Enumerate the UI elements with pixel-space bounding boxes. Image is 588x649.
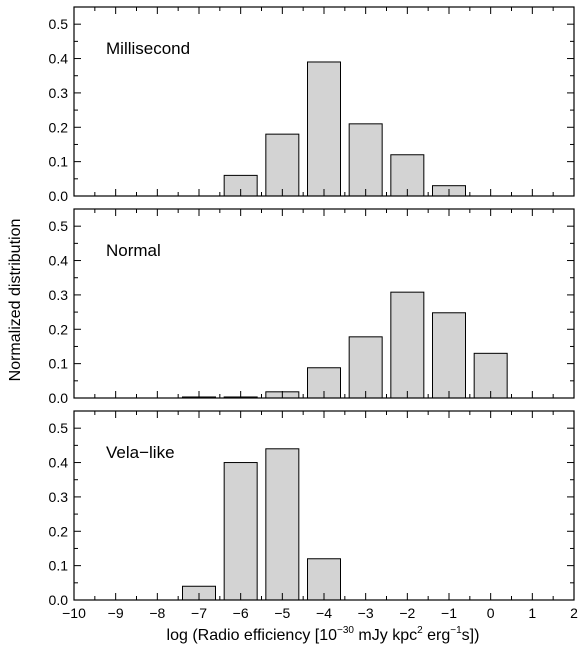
bar [265,448,300,601]
panel-label: Millisecond [106,39,190,58]
bar [390,291,425,399]
panel-2: 0.0 0.1 0.2 0.3 0.4 0.5 Normal [49,208,575,406]
y-tick-label: 0.1 [49,154,69,170]
x-tick-labels: −10 −9 −8 −7 −6 −5 −4 −3 −2 −1 0 1 2 [62,605,578,621]
bar [265,133,300,197]
y-tick-label: 0.1 [49,558,69,574]
y-axis-title: Normalized distribution [7,219,24,382]
y-tick-label: 0.4 [49,51,69,67]
y-tick-label: 0.0 [49,592,69,608]
panel-label: Vela−like [106,443,175,462]
y-tick-label: 0.5 [49,218,69,234]
panels-group: 0.00.10.20.30.40.5Millisecond0.00.10.20.… [49,6,575,608]
y-tick-label: 0.0 [49,390,69,406]
y-tick-label: 0.3 [49,85,69,101]
panel-1: 0.0 0.1 0.2 0.3 0.4 0.5 Millisecond [49,6,575,204]
x-tick-label: −3 [358,605,374,621]
x-tick-label: −9 [108,605,124,621]
x-tick-label: −1 [441,605,457,621]
panel-label: Normal [106,241,161,260]
x-axis-title-part-b: mJy kpc [354,627,417,644]
x-axis-title-sup1: −30 [337,625,354,636]
bar [223,462,258,601]
x-axis-title-sup3: −1 [450,625,462,636]
bar [348,123,383,197]
x-axis-title-part-d: s]) [462,627,480,644]
y-tick-label: 0.1 [49,356,69,372]
x-tick-label: −4 [316,605,332,621]
bar [307,61,341,197]
y-tick-label: 0.0 [49,188,69,204]
x-axis-title-part-a: log (Radio efficiency [10 [167,627,338,644]
y-tick-label: 0.2 [49,321,69,337]
y-tick-label: 0.3 [49,287,69,303]
x-tick-label: −2 [399,605,415,621]
y-tick-label: 0.2 [49,523,69,539]
x-tick-label: −8 [149,605,165,621]
x-axis-title-sup2: 2 [417,625,423,636]
x-axis-title-part-c: erg [423,627,451,644]
x-tick-label: −10 [62,605,86,621]
bar [473,352,508,399]
y-tick-label: 0.2 [49,119,69,135]
bar [348,336,383,399]
x-tick-label: 2 [570,605,578,621]
x-tick-label: 0 [487,605,495,621]
panel-3: 0.0 0.1 0.2 0.3 0.4 0.5 Vela−like [49,410,575,608]
y-tick-label: 0.4 [49,455,69,471]
x-tick-label: −7 [191,605,207,621]
y-tick-label: 0.3 [49,489,69,505]
y-tick-label: 0.5 [49,420,69,436]
x-tick-label: 1 [528,605,536,621]
bar [432,312,466,399]
x-tick-label: −6 [233,605,249,621]
y-tick-label: 0.4 [49,253,69,269]
x-tick-label: −5 [274,605,290,621]
x-axis-title: log (Radio efficiency [10−30 mJy kpc2 er… [167,625,480,644]
y-tick-label: 0.5 [49,16,69,32]
